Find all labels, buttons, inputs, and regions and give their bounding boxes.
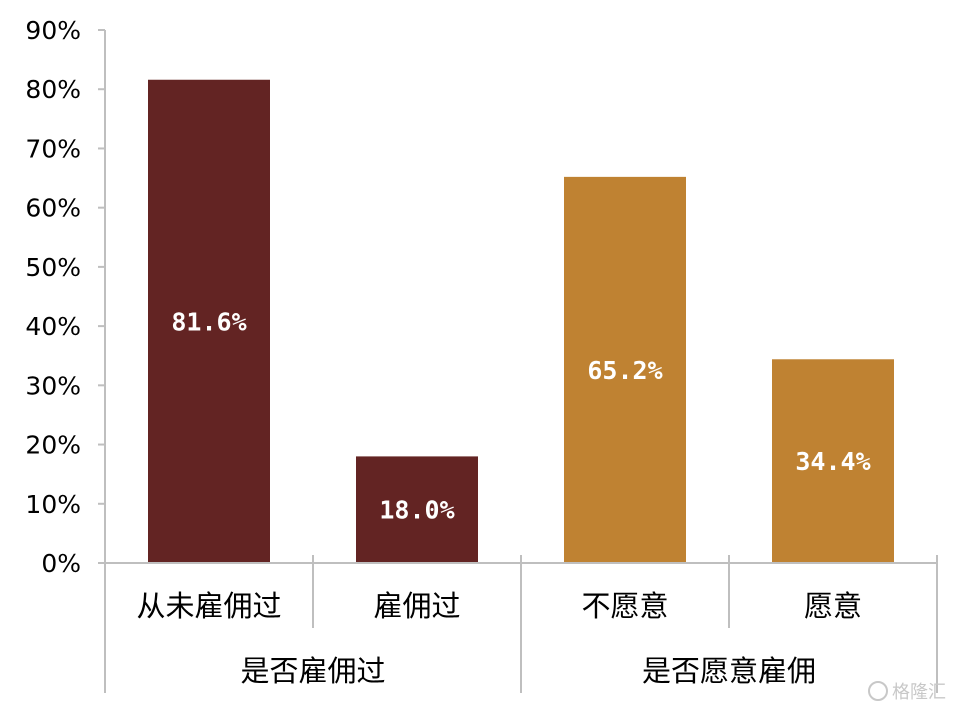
bars bbox=[148, 79, 894, 564]
bar bbox=[772, 359, 894, 563]
watermark-logo-icon bbox=[868, 681, 888, 701]
y-tick-label: 90% bbox=[25, 16, 81, 45]
y-axis: 0% 10% 20% 30% 40% 50% 60% 70% 80% 90% bbox=[25, 16, 106, 693]
y-tick-label: 30% bbox=[25, 371, 81, 400]
bar bbox=[564, 176, 686, 564]
bar-data-label: 81.6% bbox=[171, 307, 246, 336]
y-tick-label: 60% bbox=[25, 194, 81, 223]
y-tick-label: 10% bbox=[25, 490, 81, 519]
y-tick-label: 0% bbox=[41, 549, 81, 578]
x-group-label: 是否雇佣过 bbox=[240, 654, 385, 688]
y-tick-label: 70% bbox=[25, 134, 81, 163]
x-group-label: 是否愿意雇佣 bbox=[642, 654, 816, 688]
bar bbox=[148, 79, 270, 563]
data-labels: 81.6% 18.0% 65.2% 34.4% bbox=[171, 307, 870, 524]
y-tick-label: 50% bbox=[25, 253, 81, 282]
y-tick-label: 80% bbox=[25, 75, 81, 104]
y-tick-label: 40% bbox=[25, 312, 81, 341]
x-category-label: 雇佣过 bbox=[373, 589, 460, 623]
watermark-text: 格隆汇 bbox=[892, 682, 946, 703]
x-category-label: 从未雇佣过 bbox=[136, 589, 281, 623]
y-tick-label: 20% bbox=[25, 431, 81, 460]
watermark: 格隆汇 bbox=[868, 681, 946, 703]
bar-data-label: 65.2% bbox=[587, 356, 662, 385]
bar bbox=[356, 456, 478, 563]
x-category-label: 愿意 bbox=[804, 589, 862, 623]
x-category-label: 不愿意 bbox=[581, 589, 668, 623]
bar-data-label: 34.4% bbox=[795, 447, 870, 476]
bar-data-label: 18.0% bbox=[379, 496, 454, 525]
